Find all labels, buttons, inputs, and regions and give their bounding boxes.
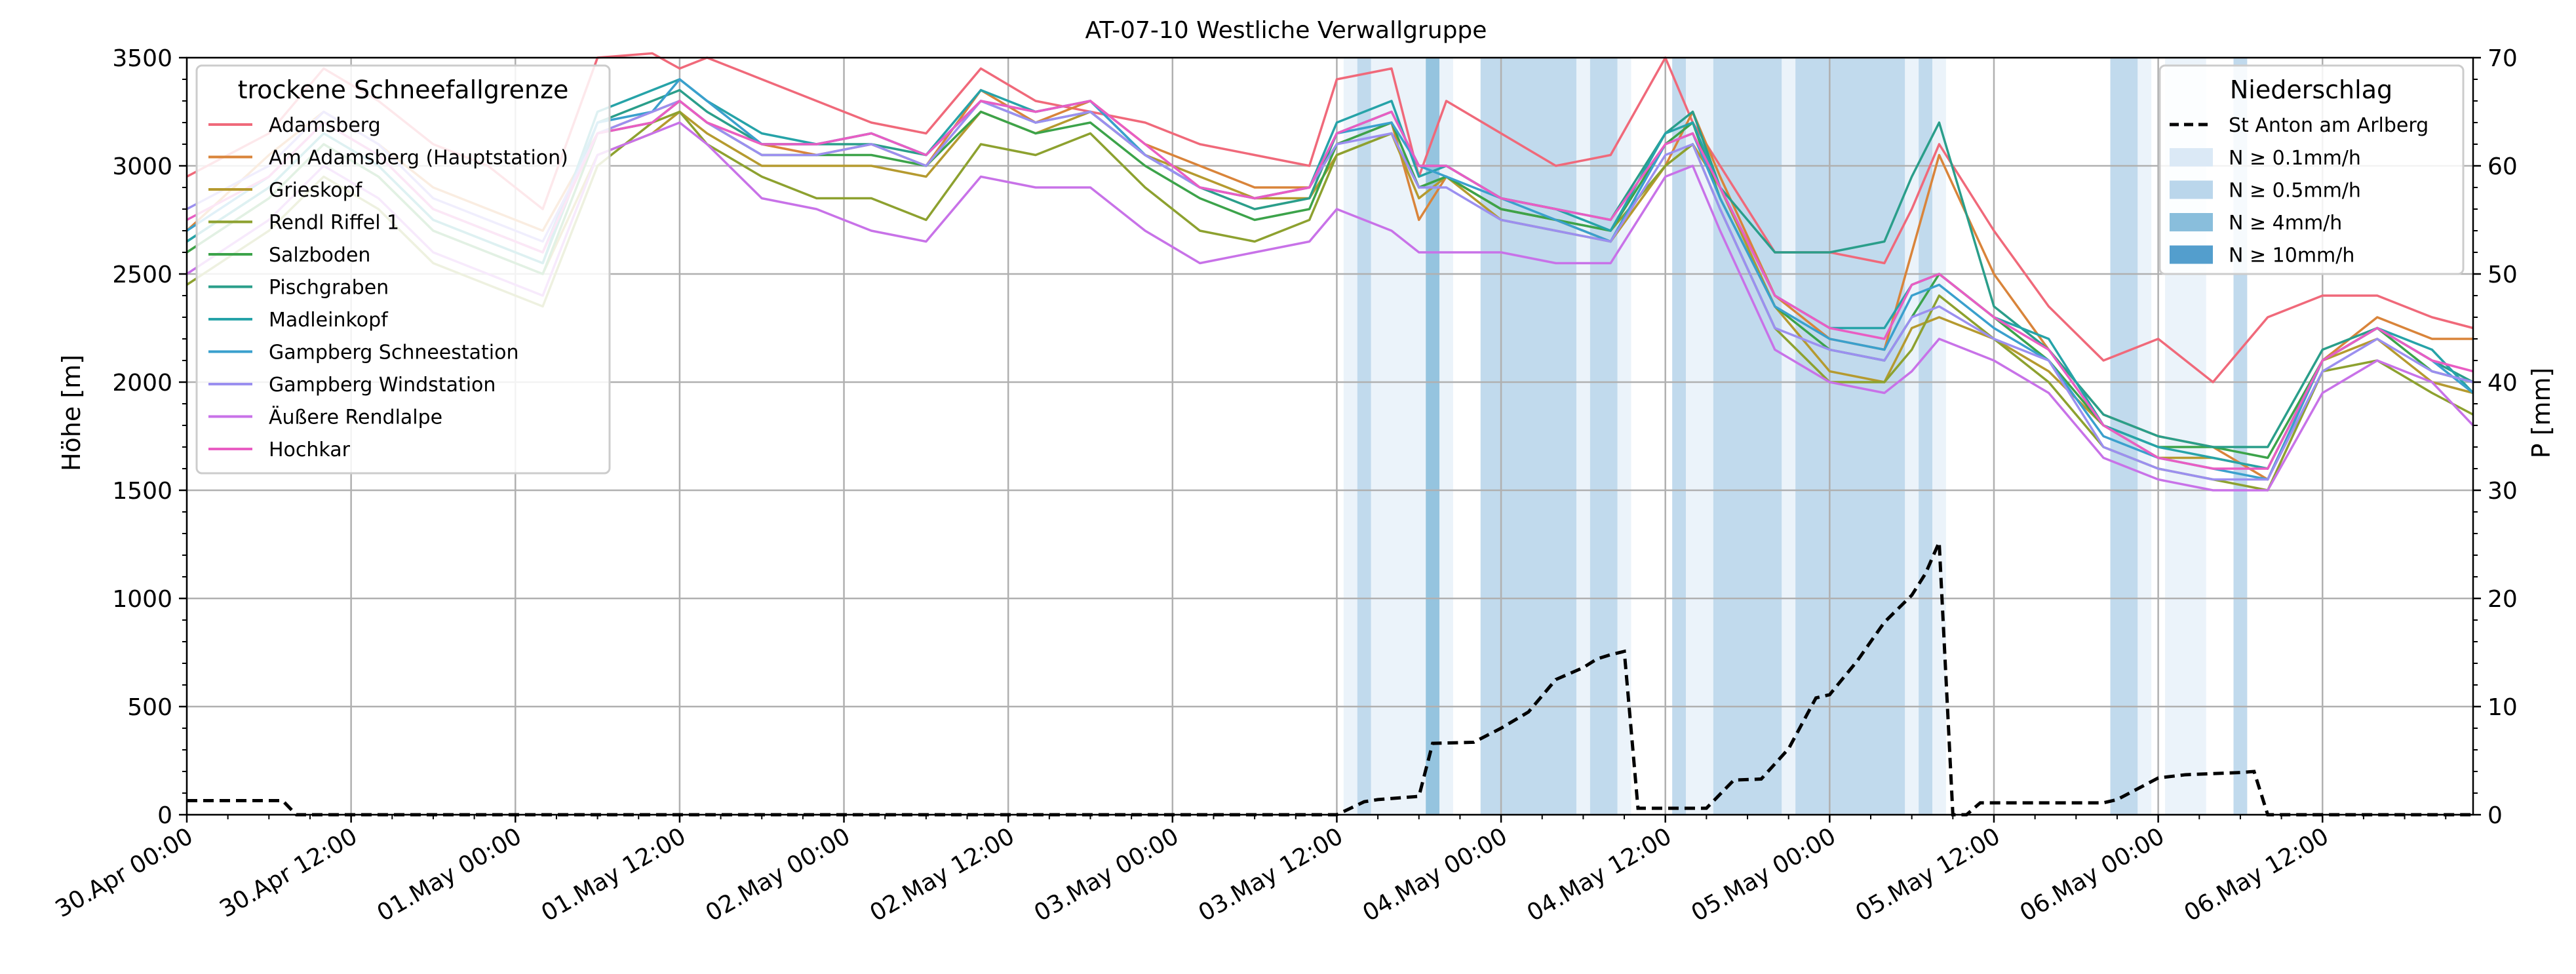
legend-label-5: Pischgraben — [269, 277, 389, 300]
y2-tick-label-30: 30 — [2488, 478, 2518, 505]
legend-label-7: Gampberg Schneestation — [269, 341, 519, 364]
legend-right-title: Niederschlag — [2230, 75, 2392, 104]
x-tick-label-11: 05.May 12:00 — [1851, 823, 2004, 927]
x-tick-label-13: 06.May 12:00 — [2179, 823, 2333, 927]
precip-series — [187, 541, 2473, 817]
series-line-6 — [186, 78, 2474, 470]
y2-tick-label-20: 20 — [2488, 586, 2518, 613]
plot-frame — [185, 56, 2474, 816]
legend-band-label-3: N ≥ 10mm/h — [2229, 244, 2354, 267]
x-tick-label-1: 30.Apr 12:00 — [215, 823, 362, 923]
precip-band-9 — [1672, 58, 1687, 815]
y2-axis-label: P [mm] — [2527, 368, 2556, 459]
precip-band-3 — [1426, 58, 1440, 815]
legend-label-0: Adamsberg — [269, 114, 381, 137]
snowline-series — [185, 52, 2474, 492]
y-tick-label-3500: 3500 — [112, 45, 172, 72]
x-tick-label-4: 02.May 00:00 — [701, 823, 855, 927]
x-tick-label-5: 02.May 12:00 — [865, 823, 1019, 927]
legend-left-title: trockene Schneefallgrenze — [238, 75, 569, 104]
precip-band-7 — [1590, 58, 1618, 815]
x-tick-label-3: 01.May 12:00 — [537, 823, 690, 927]
legend-band-label-0: N ≥ 0.1mm/h — [2229, 147, 2361, 170]
y2-tick-label-10: 10 — [2488, 694, 2518, 721]
series-line-0 — [186, 52, 2474, 383]
precip-band-4 — [1439, 58, 1453, 815]
precip-band-15 — [1919, 58, 1932, 815]
x-tick-label-2: 01.May 00:00 — [372, 823, 526, 927]
legend-label-6: Madleinkopf — [269, 309, 389, 332]
y2-tick-label-50: 50 — [2488, 262, 2518, 288]
x-tick-label-6: 03.May 00:00 — [1030, 823, 1183, 927]
precip-line — [187, 541, 2473, 817]
y-tick-label-2500: 2500 — [112, 262, 172, 288]
precip-band-13 — [1795, 58, 1905, 815]
chart-title: AT-07-10 Westliche Verwallgruppe — [1085, 17, 1487, 44]
legend-precip-line-label: St Anton am Arlberg — [2229, 114, 2429, 137]
y-tick-label-500: 500 — [127, 694, 172, 721]
precip-band-14 — [1905, 58, 1919, 815]
x-tick-label-9: 04.May 12:00 — [1523, 823, 1676, 927]
series-line-8 — [186, 100, 2474, 481]
legend-right-frame — [2158, 64, 2465, 275]
legend-label-9: Äußere Rendlalpe — [269, 406, 442, 429]
precip-band-0 — [1343, 58, 1357, 815]
series-line-10 — [186, 100, 2474, 470]
legend-label-2: Grieskopf — [269, 179, 363, 202]
y2-tick-label-70: 70 — [2488, 45, 2518, 72]
y-tick-label-2000: 2000 — [112, 370, 172, 397]
precip-band-1 — [1357, 58, 1371, 815]
precip-bands — [1343, 58, 2248, 815]
series-line-7 — [186, 78, 2474, 481]
precip-band-6 — [1576, 58, 1590, 815]
legend-left-frame — [195, 64, 611, 475]
legend-band-label-2: N ≥ 4mm/h — [2229, 212, 2342, 235]
precip-band-16 — [1932, 58, 1946, 815]
y-tick-label-0: 0 — [157, 802, 172, 829]
legend-label-3: Rendl Riffel 1 — [269, 212, 399, 235]
legend-band-swatch-1 — [2170, 180, 2213, 199]
precip-band-18 — [2137, 58, 2152, 815]
y-tick-label-3000: 3000 — [112, 153, 172, 180]
legend-label-4: Salzboden — [269, 244, 370, 267]
y-axis-label: Höhe [m] — [57, 355, 86, 471]
legend-band-swatch-0 — [2170, 148, 2213, 166]
x-tick-label-7: 03.May 12:00 — [1194, 823, 1348, 927]
legend-band-swatch-3 — [2170, 245, 2213, 264]
y2-tick-label-40: 40 — [2488, 370, 2518, 397]
legend-label-8: Gampberg Windstation — [269, 374, 496, 397]
legend-band-swatch-2 — [2170, 213, 2213, 231]
precip-band-12 — [1782, 58, 1796, 815]
x-tick-label-12: 06.May 00:00 — [2016, 823, 2169, 927]
legend-label-10: Hochkar — [269, 438, 351, 461]
x-tick-label-8: 04.May 00:00 — [1358, 823, 1512, 927]
legend-snowline: trockene Schneefallgrenze Adamsberg Am Ad… — [195, 64, 611, 475]
series-line-9 — [186, 121, 2474, 492]
y2-tick-label-0: 0 — [2488, 802, 2503, 829]
y-tick-label-1500: 1500 — [112, 478, 172, 505]
y2-tick-label-60: 60 — [2488, 153, 2518, 180]
legend-band-label-1: N ≥ 0.5mm/h — [2229, 180, 2361, 203]
legend-label-1: Am Adamsberg (Hauptstation) — [269, 147, 568, 170]
x-tick-label-10: 05.May 00:00 — [1687, 823, 1841, 927]
y-tick-label-1000: 1000 — [112, 586, 172, 613]
x-tick-label-0: 30.Apr 00:00 — [51, 823, 198, 923]
legend-precip: Niederschlag St Anton am Arlberg N ≥ 0.1… — [2158, 64, 2465, 275]
precip-band-5 — [1480, 58, 1576, 815]
